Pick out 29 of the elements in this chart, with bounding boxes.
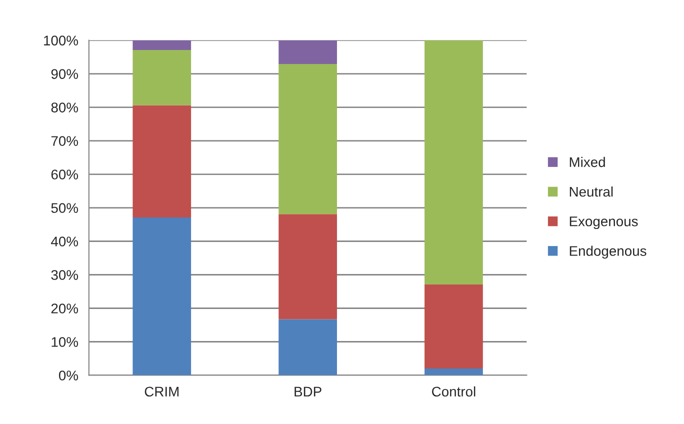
bar — [278, 214, 337, 320]
bar — [424, 368, 483, 376]
bar — [278, 64, 337, 214]
bar — [132, 40, 192, 50]
legend-label: Neutral — [570, 186, 613, 197]
y-tick-label: 30% — [51, 270, 78, 280]
bar — [424, 284, 483, 369]
bar — [424, 40, 483, 284]
legend-label: Exogenous — [570, 216, 638, 230]
bar — [132, 217, 192, 376]
x-tick-label: BDP — [294, 386, 322, 396]
y-tick-label: 0% — [58, 370, 78, 380]
y-tick-label: 40% — [51, 236, 78, 246]
legend-label: Endogenous — [570, 246, 646, 259]
y-tick-label: 100% — [44, 36, 78, 46]
y-tick-label: 80% — [51, 102, 78, 112]
legend-label: Mixed — [570, 156, 605, 168]
bar — [132, 50, 192, 106]
y-tick-label: 70% — [51, 136, 78, 146]
y-tick-label: 90% — [51, 69, 78, 79]
y-tick-label: 20% — [51, 304, 78, 314]
bar — [132, 105, 192, 218]
x-tick-label: Control — [432, 386, 476, 397]
bar — [278, 40, 337, 64]
bar — [278, 319, 337, 376]
x-tick-label: CRIM — [144, 386, 178, 397]
y-tick-label: 60% — [51, 170, 78, 180]
y-tick-label: 10% — [52, 337, 78, 347]
y-tick-label: 50% — [51, 203, 78, 213]
